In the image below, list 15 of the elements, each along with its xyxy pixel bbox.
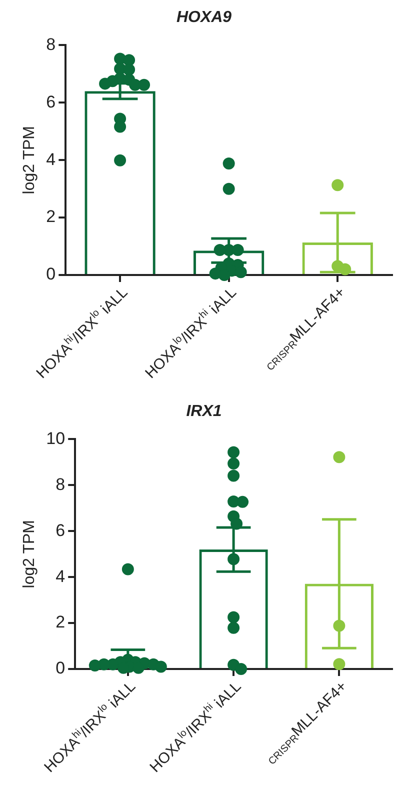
y-tick-label: 4 (56, 566, 66, 586)
y-tick-label: 6 (56, 520, 66, 540)
y-tick-label: 2 (46, 207, 56, 226)
y-tick-label: 4 (46, 150, 56, 169)
y-tick-label: 8 (46, 34, 56, 54)
y-tick-label: 2 (56, 612, 66, 632)
y-tick-label: 10 (46, 428, 66, 448)
y-tick-label: 0 (46, 264, 56, 284)
y-axis-title: log2 TPM (21, 126, 38, 194)
y-tick-label: 8 (56, 474, 66, 494)
y-axis-title: log2 TPM (21, 520, 38, 588)
chart-title: HOXA9 (176, 9, 232, 26)
chart-title: IRX1 (186, 403, 222, 420)
y-tick-label: 0 (56, 658, 66, 678)
y-tick-label: 6 (46, 92, 56, 112)
